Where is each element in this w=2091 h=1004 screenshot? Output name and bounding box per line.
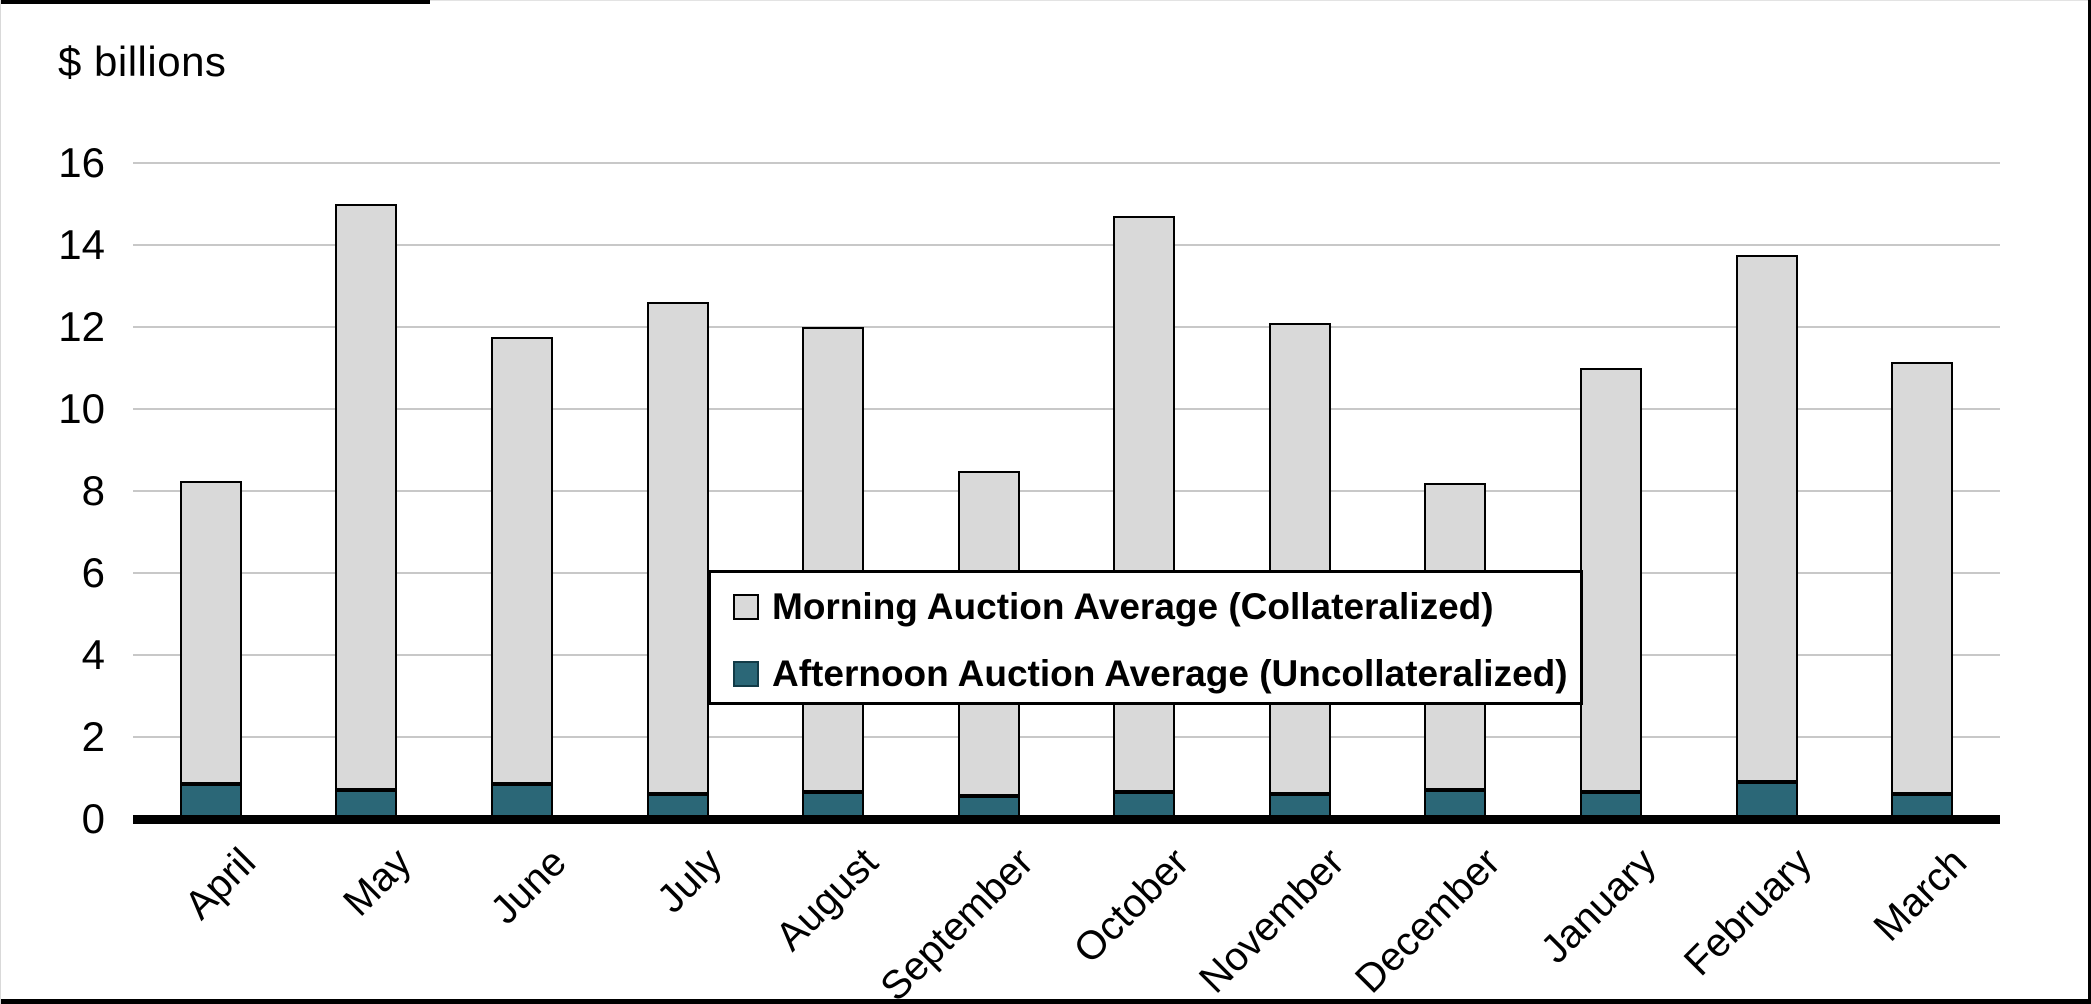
frame-right-border	[2088, 0, 2091, 1004]
x-axis-line	[133, 815, 2000, 824]
frame-top-faint-line	[0, 0, 2091, 1]
legend-label-afternoon: Afternoon Auction Average (Uncollaterali…	[772, 653, 1568, 694]
x-tick-label-august: August	[767, 840, 887, 960]
legend-item-morning: Morning Auction Average (Collateralized)	[733, 586, 1494, 627]
y-tick-label-2: 2	[81, 713, 105, 760]
x-tick-label-june: June	[482, 840, 576, 933]
bar-afternoon-february	[1736, 782, 1798, 819]
bar-afternoon-june	[491, 784, 553, 819]
y-tick-label-14: 14	[58, 221, 105, 268]
bar-morning-february	[1736, 255, 1798, 783]
gridline-y-14	[133, 244, 2000, 246]
bar-morning-october	[1113, 216, 1175, 793]
frame-top-border	[0, 0, 430, 4]
bar-morning-march	[1891, 361, 1953, 795]
bar-afternoon-november	[1269, 794, 1331, 819]
y-tick-label-16: 16	[58, 139, 105, 186]
morning-series-swatch-icon	[733, 594, 759, 620]
bar-morning-june	[491, 337, 553, 785]
legend: Morning Auction Average (Collateralized)…	[708, 570, 1583, 705]
frame-bottom-border	[0, 999, 2091, 1004]
x-tick-label-december: December	[1346, 840, 1509, 1002]
x-tick-label-april: April	[176, 840, 264, 928]
bar-afternoon-may	[335, 790, 397, 819]
legend-item-afternoon: Afternoon Auction Average (Uncollaterali…	[733, 653, 1568, 694]
gridline-y-8	[133, 490, 2000, 492]
bar-morning-january	[1580, 368, 1642, 793]
gridline-y-10	[133, 408, 2000, 410]
gridline-y-2	[133, 736, 2000, 738]
gridline-y-12	[133, 326, 2000, 328]
x-tick-label-september: September	[872, 840, 1042, 1004]
x-tick-label-may: May	[334, 840, 420, 925]
bar-morning-july	[647, 302, 709, 795]
afternoon-series-swatch-icon	[733, 661, 759, 687]
frame-left-faint-line	[0, 0, 1, 1004]
x-tick-label-january: January	[1532, 840, 1665, 972]
y-tick-label-0: 0	[81, 795, 105, 842]
y-tick-label-8: 8	[81, 467, 105, 514]
x-tick-label-march: March	[1865, 840, 1976, 950]
bar-morning-november	[1269, 322, 1331, 795]
y-axis-unit-label: $ billions	[58, 38, 227, 85]
gridline-y-16	[133, 162, 2000, 164]
y-tick-label-4: 4	[81, 631, 105, 678]
x-tick-label-july: July	[649, 840, 731, 922]
legend-label-morning: Morning Auction Average (Collateralized)	[772, 586, 1494, 627]
bar-morning-april	[180, 480, 242, 785]
bar-morning-august	[802, 327, 864, 793]
bar-afternoon-april	[180, 784, 242, 819]
y-tick-label-12: 12	[58, 303, 105, 350]
x-tick-label-february: February	[1675, 840, 1820, 985]
x-tick-label-november: November	[1191, 840, 1353, 1002]
y-tick-label-10: 10	[58, 385, 105, 432]
x-tick-label-october: October	[1065, 840, 1198, 972]
bar-morning-may	[335, 204, 397, 791]
y-tick-label-6: 6	[81, 549, 105, 596]
